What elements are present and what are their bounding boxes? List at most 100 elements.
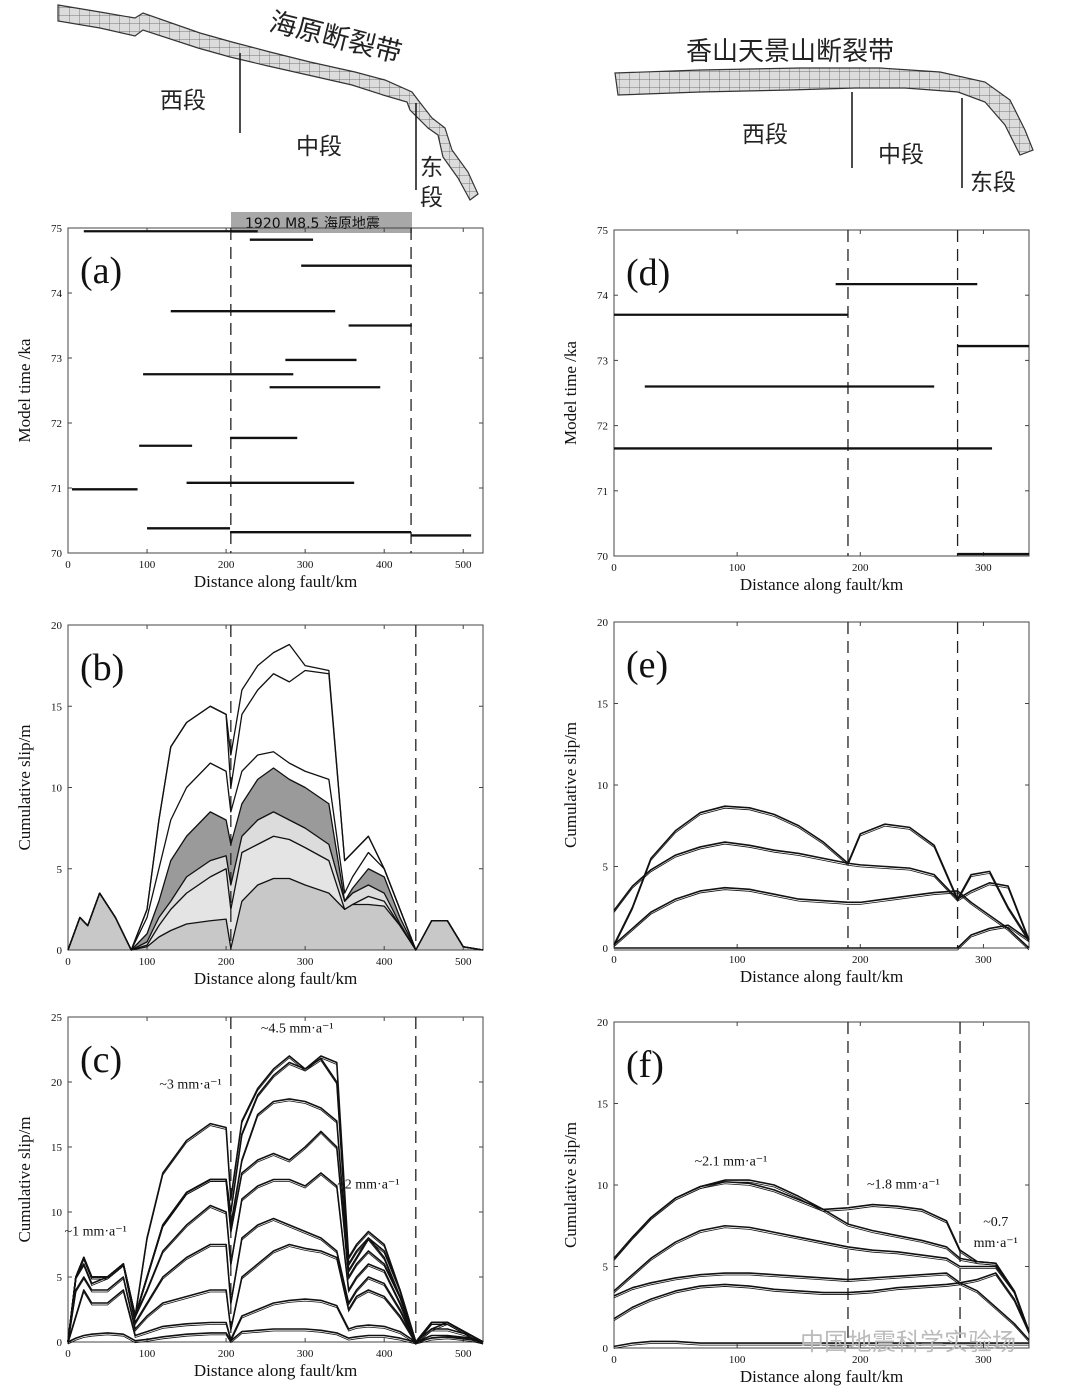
y-axis-label: Cumulative slip/m bbox=[15, 1116, 34, 1242]
slip-curve-shadow bbox=[613, 1284, 1030, 1343]
x-tick-label: 200 bbox=[218, 559, 235, 571]
y-tick-label: 20 bbox=[597, 617, 609, 629]
slip-curve bbox=[614, 924, 1030, 949]
x-tick-label: 0 bbox=[65, 956, 71, 968]
y-tick-label: 5 bbox=[57, 1272, 63, 1284]
segment-east-label: 东段 bbox=[970, 170, 1016, 196]
chart-panel-b: 0 100 200 300 400 500 0 5 10 15 20 Distance along f… bbox=[15, 620, 484, 988]
slip-curve bbox=[613, 805, 1030, 946]
x-tick-label: 400 bbox=[376, 1348, 393, 1360]
slip-curve bbox=[67, 1217, 484, 1343]
y-tick-label: 10 bbox=[51, 783, 63, 795]
segment-east-label-bottom: 段 bbox=[420, 185, 443, 211]
y-tick-label: 73 bbox=[597, 355, 609, 367]
y-tick-label: 15 bbox=[597, 1099, 609, 1111]
segment-middle-label: 中段 bbox=[296, 134, 342, 160]
segment-west-label: 西段 bbox=[742, 122, 788, 148]
slip-curve-shadow bbox=[613, 843, 1030, 942]
x-tick-label: 0 bbox=[611, 1354, 617, 1366]
x-tick-label: 100 bbox=[139, 1348, 156, 1360]
x-tick-label: 400 bbox=[376, 956, 393, 968]
x-tick-label: 300 bbox=[297, 559, 314, 571]
x-tick-label: 300 bbox=[297, 956, 314, 968]
panel-label: (a) bbox=[80, 250, 122, 292]
y-tick-label: 74 bbox=[51, 288, 63, 300]
rate-annotation: ~3 mm·a⁻¹ bbox=[159, 1078, 221, 1093]
x-axis-label: Distance along fault/km bbox=[740, 1367, 903, 1386]
segment-middle-label: 中段 bbox=[878, 142, 924, 168]
panel-label: (b) bbox=[80, 647, 124, 689]
watermark: 中国地震科学实验场 bbox=[800, 1328, 1016, 1356]
fault-strip-xiangshan bbox=[614, 67, 1034, 156]
chart-panel-c: 0 100 200 300 400 500 0 5 10 15 20 25 Distance along… bbox=[15, 1012, 484, 1380]
x-tick-label: 0 bbox=[611, 562, 617, 574]
rate-annotation: ~1.8 mm·a⁻¹ bbox=[867, 1177, 940, 1192]
y-tick-label: 0 bbox=[57, 945, 63, 957]
slip-curve-shadow bbox=[613, 1274, 1030, 1334]
x-tick-label: 0 bbox=[65, 1348, 71, 1360]
slip-curve bbox=[613, 1224, 1030, 1332]
x-tick-label: 200 bbox=[852, 1354, 869, 1366]
slip-curve-shadow bbox=[613, 1343, 1029, 1349]
x-axis-label: Distance along fault/km bbox=[194, 572, 357, 591]
x-tick-label: 0 bbox=[65, 559, 71, 571]
y-tick-label: 74 bbox=[597, 290, 609, 302]
x-tick-label: 200 bbox=[218, 1348, 235, 1360]
y-tick-label: 70 bbox=[51, 548, 63, 560]
panel-label: (f) bbox=[626, 1044, 664, 1086]
fault-strip-haiyuan bbox=[57, 4, 479, 201]
y-tick-label: 20 bbox=[597, 1017, 609, 1029]
x-tick-label: 200 bbox=[852, 954, 869, 966]
x-tick-label: 300 bbox=[975, 1354, 992, 1366]
panel-label: (e) bbox=[626, 644, 668, 686]
y-tick-label: 0 bbox=[603, 1343, 609, 1355]
y-tick-label: 75 bbox=[597, 225, 609, 237]
chart-panel-f: 0 100 200 300 0 5 10 15 20 Distance along fault/k… bbox=[561, 1017, 1030, 1386]
x-tick-label: 100 bbox=[729, 562, 746, 574]
slip-curve-shadow bbox=[67, 1246, 484, 1345]
y-tick-label: 20 bbox=[51, 620, 63, 632]
fault-title-xiangshan: 香山天景山断裂带 bbox=[686, 37, 894, 67]
y-tick-label: 15 bbox=[597, 699, 609, 711]
x-tick-label: 400 bbox=[376, 559, 393, 571]
x-tick-label: 300 bbox=[975, 562, 992, 574]
y-tick-label: 20 bbox=[51, 1077, 63, 1089]
slip-curve bbox=[613, 1282, 1030, 1341]
y-axis-label: Cumulative slip/m bbox=[561, 722, 580, 848]
earthquake-banner-label: 1920 M8.5 海原地震 bbox=[245, 216, 380, 232]
x-tick-label: 100 bbox=[729, 954, 746, 966]
y-axis-label: Model time /ka bbox=[15, 338, 34, 442]
y-tick-label: 75 bbox=[51, 223, 63, 235]
y-tick-label: 25 bbox=[51, 1012, 63, 1024]
slip-curve-shadow bbox=[613, 807, 1030, 947]
y-tick-label: 73 bbox=[51, 353, 63, 365]
x-tick-label: 300 bbox=[297, 1348, 314, 1360]
chart-panel-a: 0 100 200 300 400 500 70 71 72 73 74 75 Distance alo… bbox=[15, 223, 484, 591]
slip-curve bbox=[613, 886, 1030, 949]
y-axis-label: Model time /ka bbox=[561, 341, 580, 445]
y-tick-label: 0 bbox=[603, 943, 609, 955]
segment-east-label-top: 东 bbox=[420, 155, 443, 181]
area-fill bbox=[68, 878, 483, 950]
x-tick-label: 500 bbox=[455, 956, 472, 968]
slip-curve bbox=[67, 1289, 484, 1343]
slip-curve-shadow bbox=[67, 1220, 484, 1345]
slip-curve-shadow bbox=[614, 926, 1030, 951]
y-tick-label: 70 bbox=[597, 551, 609, 563]
x-tick-label: 200 bbox=[218, 956, 235, 968]
slip-curve bbox=[613, 841, 1030, 941]
slip-curve-shadow bbox=[67, 1291, 484, 1345]
fault-map-haiyuan: 海原断裂带 西段 中段 东 段 1920 M8.5 海原地震 bbox=[57, 4, 479, 233]
y-tick-label: 72 bbox=[51, 418, 62, 430]
plot-frame bbox=[613, 1021, 1030, 1349]
x-tick-label: 100 bbox=[729, 1354, 746, 1366]
y-tick-label: 5 bbox=[603, 862, 609, 874]
y-tick-label: 10 bbox=[597, 780, 609, 792]
slip-curve-shadow bbox=[613, 1183, 1030, 1334]
slip-curve bbox=[67, 1328, 484, 1343]
x-tick-label: 500 bbox=[455, 559, 472, 571]
plot-frame bbox=[67, 227, 484, 554]
slip-curve-shadow bbox=[67, 1132, 484, 1345]
y-tick-label: 71 bbox=[51, 483, 62, 495]
x-tick-label: 200 bbox=[852, 562, 869, 574]
